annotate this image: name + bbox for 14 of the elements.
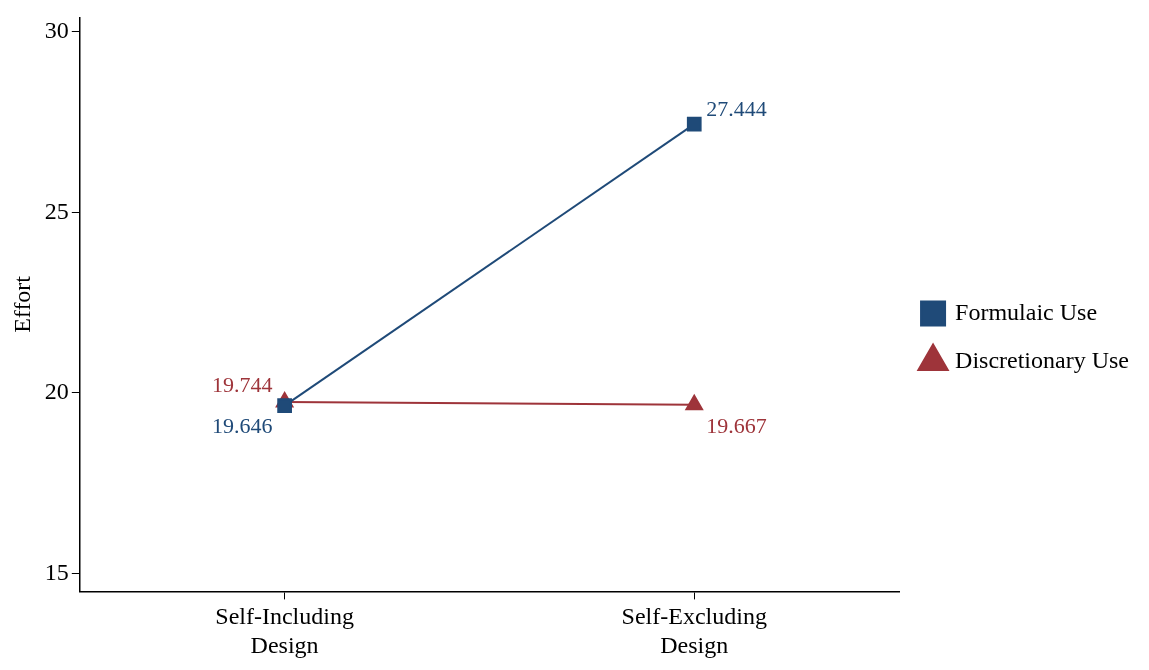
data-label: 19.744 [212, 371, 273, 397]
y-axis-title: Effort [8, 275, 35, 333]
data-label: 19.667 [706, 412, 767, 438]
data-label: 19.646 [212, 413, 273, 439]
legend-label: Formulaic Use [955, 298, 1098, 325]
y-tick-label: 20 [44, 378, 69, 405]
legend-label: Discretionary Use [955, 346, 1130, 373]
y-tick-label: 30 [44, 17, 69, 44]
point [686, 116, 702, 132]
y-tick-label: 25 [44, 197, 69, 224]
data-label: 27.444 [706, 95, 767, 121]
y-tick-label: 15 [44, 558, 69, 585]
x-tick-label: Self-Including Design [215, 603, 354, 658]
x-tick-label: Self-Excluding Design [621, 603, 767, 658]
